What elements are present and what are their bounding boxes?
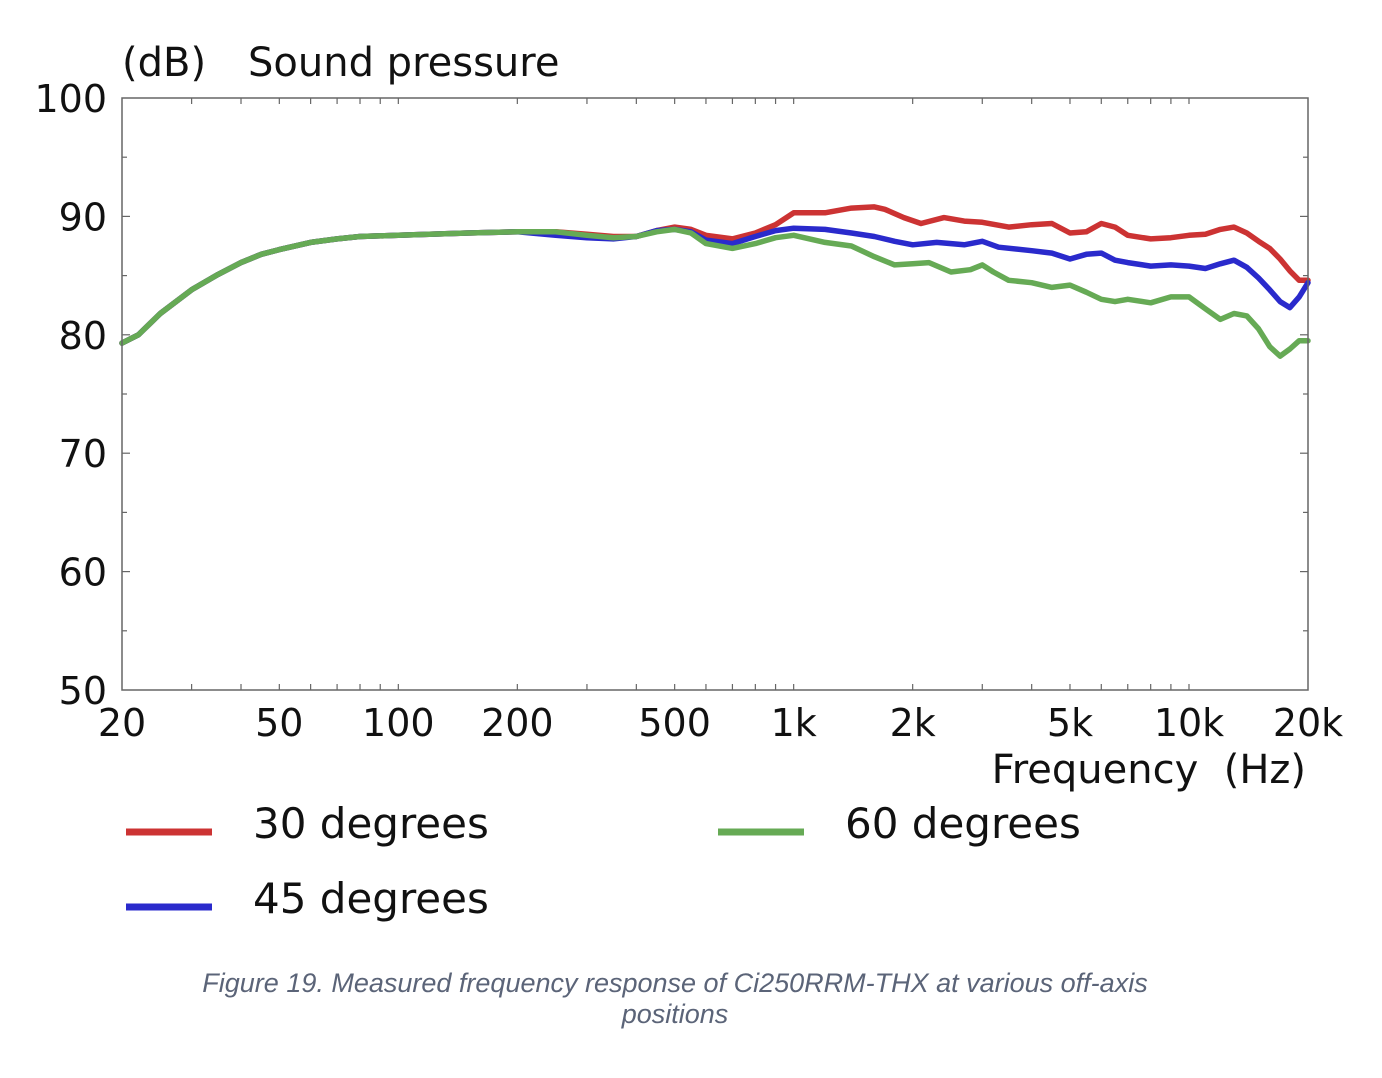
y-tick-label: 60 bbox=[59, 551, 107, 595]
y-tick-label: 100 bbox=[34, 77, 107, 121]
y-tick-label: 50 bbox=[59, 669, 107, 713]
legend-label-60-degrees: 60 degrees bbox=[845, 799, 1081, 848]
minor-ticks bbox=[122, 98, 1308, 690]
y-tick-label: 70 bbox=[59, 432, 107, 476]
legend: 30 degrees 60 degrees 45 degrees bbox=[126, 799, 1081, 923]
x-tick-label: 50 bbox=[255, 701, 303, 745]
series-line-30-degrees bbox=[119, 204, 1311, 346]
figure-caption: Figure 19. Measured frequency response o… bbox=[150, 968, 1200, 1030]
x-tick-label: 2k bbox=[890, 701, 936, 745]
y-tick-label: 80 bbox=[59, 314, 107, 358]
x-tick-label: 1k bbox=[771, 701, 817, 745]
x-tick-label: 20k bbox=[1273, 701, 1343, 745]
x-tick-label: 20 bbox=[98, 701, 146, 745]
x-axis-title: Frequency (Hz) bbox=[992, 747, 1306, 793]
y-tick-label: 90 bbox=[59, 195, 107, 239]
series-line-60-degrees bbox=[119, 226, 1311, 359]
x-tick-label: 100 bbox=[362, 701, 435, 745]
legend-label-30-degrees: 30 degrees bbox=[253, 799, 489, 848]
x-tick-labels: 20 50 100 200 500 1k 2k 5k 10k 20k bbox=[98, 701, 1343, 745]
x-tick-label: 200 bbox=[481, 701, 554, 745]
y-axis-unit: (dB) bbox=[122, 40, 206, 86]
x-tick-label: 500 bbox=[638, 701, 711, 745]
figure-caption-line-1: Figure 19. Measured frequency response o… bbox=[202, 968, 1148, 998]
x-tick-label: 10k bbox=[1154, 701, 1224, 745]
series-layer bbox=[119, 204, 1311, 359]
figure-caption-line-2: positions bbox=[621, 999, 729, 1029]
x-tick-label: 5k bbox=[1047, 701, 1093, 745]
legend-label-45-degrees: 45 degrees bbox=[253, 874, 489, 923]
chart-title: Sound pressure bbox=[248, 40, 559, 86]
plot-frame bbox=[121, 97, 1309, 691]
y-tick-labels: 100 90 80 70 60 50 bbox=[34, 77, 107, 713]
